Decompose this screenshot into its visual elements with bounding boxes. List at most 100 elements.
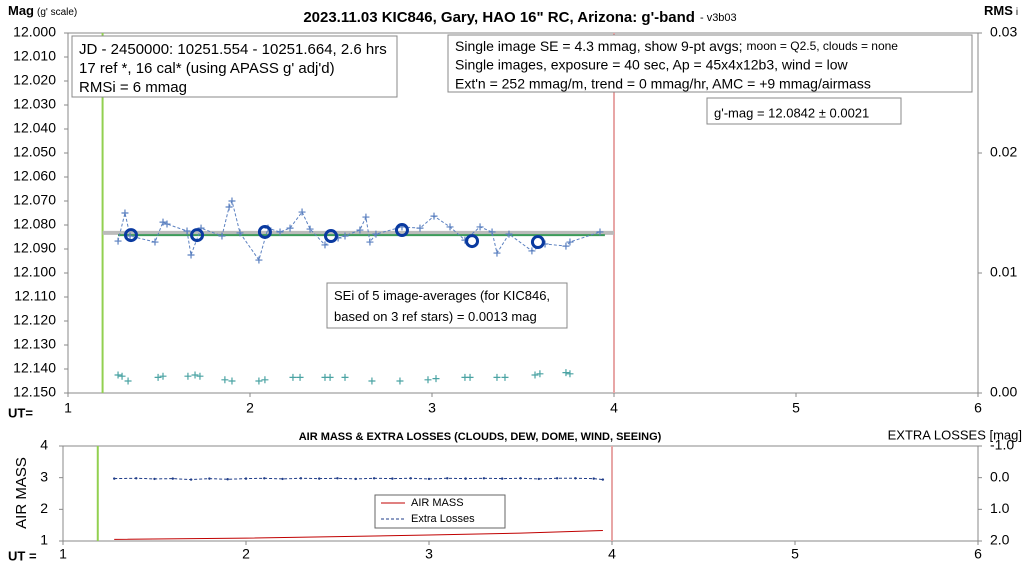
point <box>228 197 236 205</box>
point <box>336 477 339 480</box>
point <box>296 373 304 381</box>
point <box>536 370 544 378</box>
point <box>183 227 191 235</box>
y-axis-label: Mag (g' scale) <box>8 3 77 18</box>
point <box>281 477 284 481</box>
x-axis-label: UT= <box>8 405 33 420</box>
point <box>255 377 263 385</box>
average-point <box>257 224 272 239</box>
annotation-text: JD - 2450000: 10251.554 - 10251.664, 2.6… <box>79 41 387 58</box>
point <box>154 373 162 381</box>
title-text: 2023.11.03 KIC846, Gary, HAO 16" RC, Ari… <box>303 9 695 26</box>
point <box>118 372 126 380</box>
y2-tick-label: 0.03 <box>990 24 1017 40</box>
y-tick-label: 12.040 <box>13 120 56 136</box>
point <box>159 372 167 380</box>
average-point <box>323 229 338 244</box>
point <box>187 251 195 259</box>
point <box>124 377 132 385</box>
point <box>341 232 349 240</box>
point <box>299 477 303 480</box>
x-tick-label: 6 <box>974 546 982 562</box>
point <box>121 209 129 217</box>
y-axis-label: AIR MASS <box>13 457 30 529</box>
average-point <box>530 235 545 250</box>
annotation-text: SEi of 5 image-averages (for KIC846, <box>334 288 550 303</box>
point <box>191 371 199 379</box>
point <box>306 225 314 233</box>
annotation-text: Single images, exposure = 40 sec, Ap = 4… <box>455 57 849 73</box>
point <box>501 477 504 480</box>
x-tick-label: 6 <box>974 400 982 416</box>
y-tick-label: 12.120 <box>13 312 56 328</box>
point <box>493 249 501 257</box>
legend-box <box>374 494 506 529</box>
series-line <box>114 530 603 540</box>
plot-frame <box>62 445 979 542</box>
y-tick-label: 4 <box>40 437 48 453</box>
point <box>446 477 449 480</box>
point <box>574 477 577 480</box>
point <box>114 237 122 245</box>
point <box>368 377 376 385</box>
y2-tick-label: 0.02 <box>990 144 1017 160</box>
point <box>466 373 474 381</box>
point <box>135 477 138 480</box>
point <box>276 228 284 236</box>
point <box>537 477 540 481</box>
point <box>366 238 374 246</box>
point <box>208 477 211 480</box>
y2-tick-label: -1.0 <box>990 437 1014 453</box>
average-point <box>394 223 409 238</box>
y-tick-label: 1 <box>40 532 48 548</box>
y-label-text: Mag <box>8 3 34 18</box>
point <box>226 478 229 481</box>
annotation-box <box>447 34 973 93</box>
point <box>528 247 536 255</box>
annotation-text: g'-mag = 12.0842 ± 0.0021 <box>714 105 869 120</box>
y-tick-label: 12.080 <box>13 216 56 232</box>
point <box>326 373 334 381</box>
point <box>476 223 484 231</box>
point <box>601 478 605 481</box>
x-tick-label: 4 <box>610 400 618 416</box>
annotation-text: 17 ref *, 16 cal* (using APASS g' adj'd) <box>79 60 335 77</box>
point <box>255 256 263 264</box>
y-tick-label: 12.030 <box>13 96 56 112</box>
point <box>225 203 233 211</box>
y-tick-label: 12.010 <box>13 48 56 64</box>
point <box>396 377 404 385</box>
x-tick-label: 4 <box>608 546 616 562</box>
x-tick-label: 1 <box>59 546 67 562</box>
point <box>432 375 440 383</box>
y2-axis-label: RMS i <box>984 3 1018 18</box>
point <box>501 373 509 381</box>
point <box>318 477 321 480</box>
y-tick-label: 12.130 <box>13 336 56 352</box>
y2-tick-label: 0.00 <box>990 384 1017 400</box>
legend-label: AIR MASS <box>411 497 464 509</box>
annotation-box <box>71 35 398 98</box>
average-point <box>123 228 138 243</box>
y-tick-label: 12.000 <box>13 24 56 40</box>
point <box>289 373 297 381</box>
x-tick-label: 5 <box>791 546 799 562</box>
y-tick-label: 12.150 <box>13 384 56 400</box>
point <box>321 241 329 249</box>
point <box>159 218 167 226</box>
y-tick-label: 2 <box>40 500 48 516</box>
point <box>488 228 496 236</box>
point <box>221 376 229 384</box>
point <box>372 477 376 480</box>
annotation-text: Ext'n = 252 mmag/m, trend = 0 mmag/hr, A… <box>455 76 871 92</box>
y-tick-label: 12.090 <box>13 240 56 256</box>
y2-tick-label: 1.0 <box>990 500 1010 516</box>
chart-title: 2023.11.03 KIC846, Gary, HAO 16" RC, Ari… <box>303 9 736 26</box>
y-tick-label: 12.070 <box>13 192 56 208</box>
point <box>446 223 454 231</box>
y2-label-text: RMS <box>984 3 1013 18</box>
annotation-part: Single image SE = 4.3 mmag, show 9-pt av… <box>455 38 743 54</box>
point <box>261 376 269 384</box>
point <box>566 238 574 246</box>
